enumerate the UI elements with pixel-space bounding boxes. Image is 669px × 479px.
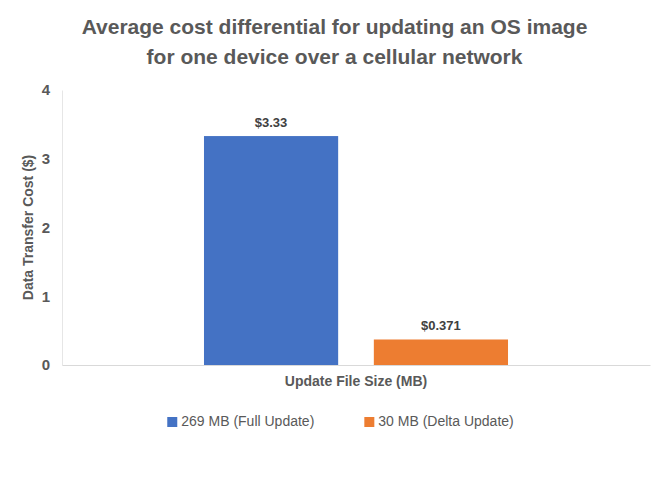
- chart: Average cost differential for updating a…: [0, 0, 669, 479]
- data-label: $3.33: [255, 115, 288, 130]
- legend-label: 30 MB (Delta Update): [378, 413, 513, 429]
- bars: [204, 136, 508, 365]
- legend-label: 269 MB (Full Update): [181, 413, 314, 429]
- y-tick: 3: [42, 150, 62, 167]
- y-tick: 1: [42, 288, 62, 305]
- title: Average cost differential for updating a…: [82, 15, 588, 68]
- y-tick-label: 2: [42, 219, 50, 236]
- y-tick-label: 3: [42, 150, 50, 167]
- y-tick: 2: [42, 219, 62, 236]
- y-axis-line: [62, 91, 63, 366]
- legend-item: 30 MB (Delta Update): [364, 413, 513, 429]
- x-axis-title: Update File Size (MB): [285, 373, 427, 389]
- y-axis: 0 1 2 3 4: [42, 81, 63, 373]
- y-tick-label: 1: [42, 288, 50, 305]
- legend: 269 MB (Full Update) 30 MB (Delta Update): [167, 413, 513, 429]
- legend-swatch: [167, 417, 177, 427]
- x-axis-line: [63, 365, 651, 366]
- bar: [374, 339, 508, 365]
- data-label: $0.371: [421, 318, 461, 333]
- y-tick-label: 0: [42, 356, 50, 373]
- x-axis: [63, 365, 651, 367]
- data-labels: $3.33 $0.371: [255, 115, 461, 333]
- bar: [204, 136, 338, 365]
- y-tick-label: 4: [42, 81, 51, 98]
- legend-swatch: [364, 417, 374, 427]
- y-axis-title: Data Transfer Cost ($): [20, 155, 36, 300]
- y-tick: 4: [42, 81, 62, 98]
- background: [0, 0, 669, 479]
- legend-item: 269 MB (Full Update): [167, 413, 314, 429]
- y-tick: 0: [42, 356, 62, 373]
